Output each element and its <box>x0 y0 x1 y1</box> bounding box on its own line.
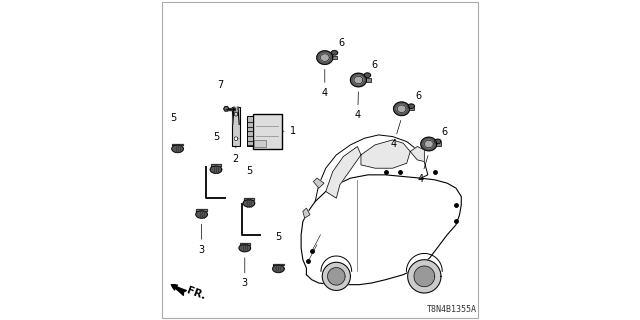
Bar <box>332 56 337 59</box>
Text: 5: 5 <box>275 232 282 242</box>
Bar <box>253 114 282 149</box>
Polygon shape <box>408 260 441 293</box>
Polygon shape <box>211 166 222 173</box>
Polygon shape <box>224 107 229 111</box>
Polygon shape <box>301 175 461 285</box>
Polygon shape <box>303 208 310 218</box>
Polygon shape <box>211 164 221 166</box>
Text: 5: 5 <box>213 132 219 142</box>
Text: T8N4B1355A: T8N4B1355A <box>427 305 477 314</box>
Polygon shape <box>233 107 239 124</box>
Text: 6: 6 <box>415 92 421 101</box>
Text: 6: 6 <box>339 38 344 48</box>
Text: 3: 3 <box>242 258 248 288</box>
Polygon shape <box>397 105 406 113</box>
Polygon shape <box>244 198 254 200</box>
Polygon shape <box>234 137 238 140</box>
Polygon shape <box>326 147 361 198</box>
Text: 5: 5 <box>246 166 252 176</box>
Polygon shape <box>414 266 435 287</box>
Polygon shape <box>273 264 284 265</box>
Polygon shape <box>273 265 284 273</box>
Polygon shape <box>234 112 238 116</box>
Polygon shape <box>321 54 329 61</box>
Bar <box>409 107 414 110</box>
Polygon shape <box>421 137 437 151</box>
Polygon shape <box>351 73 366 87</box>
Text: FR.: FR. <box>186 285 207 301</box>
Bar <box>247 116 253 146</box>
Text: 3: 3 <box>198 224 205 255</box>
Polygon shape <box>239 244 251 252</box>
Polygon shape <box>196 209 207 211</box>
Polygon shape <box>408 104 415 108</box>
Polygon shape <box>314 178 324 188</box>
Bar <box>366 78 371 82</box>
Polygon shape <box>435 139 441 144</box>
Text: 7: 7 <box>218 80 224 90</box>
Bar <box>436 142 441 146</box>
Polygon shape <box>239 243 250 244</box>
Polygon shape <box>317 51 333 64</box>
Polygon shape <box>424 140 433 148</box>
Bar <box>254 140 266 147</box>
Polygon shape <box>364 73 371 77</box>
Bar <box>232 107 240 146</box>
Text: 6: 6 <box>371 60 378 70</box>
Polygon shape <box>328 268 345 285</box>
Polygon shape <box>361 140 410 168</box>
Text: 1: 1 <box>283 126 296 136</box>
Polygon shape <box>354 76 363 84</box>
Text: 4: 4 <box>390 120 401 149</box>
Polygon shape <box>332 51 338 55</box>
Polygon shape <box>410 147 424 162</box>
Polygon shape <box>172 145 184 153</box>
Text: 4: 4 <box>418 156 428 184</box>
Text: 2: 2 <box>233 146 239 164</box>
Text: 4: 4 <box>322 69 328 98</box>
Polygon shape <box>323 262 351 291</box>
Polygon shape <box>243 199 255 207</box>
Text: 5: 5 <box>171 113 177 123</box>
Polygon shape <box>394 102 410 116</box>
Polygon shape <box>172 144 183 145</box>
Polygon shape <box>196 211 207 218</box>
Text: 4: 4 <box>355 92 361 120</box>
Text: 6: 6 <box>442 127 448 137</box>
Bar <box>254 115 283 150</box>
